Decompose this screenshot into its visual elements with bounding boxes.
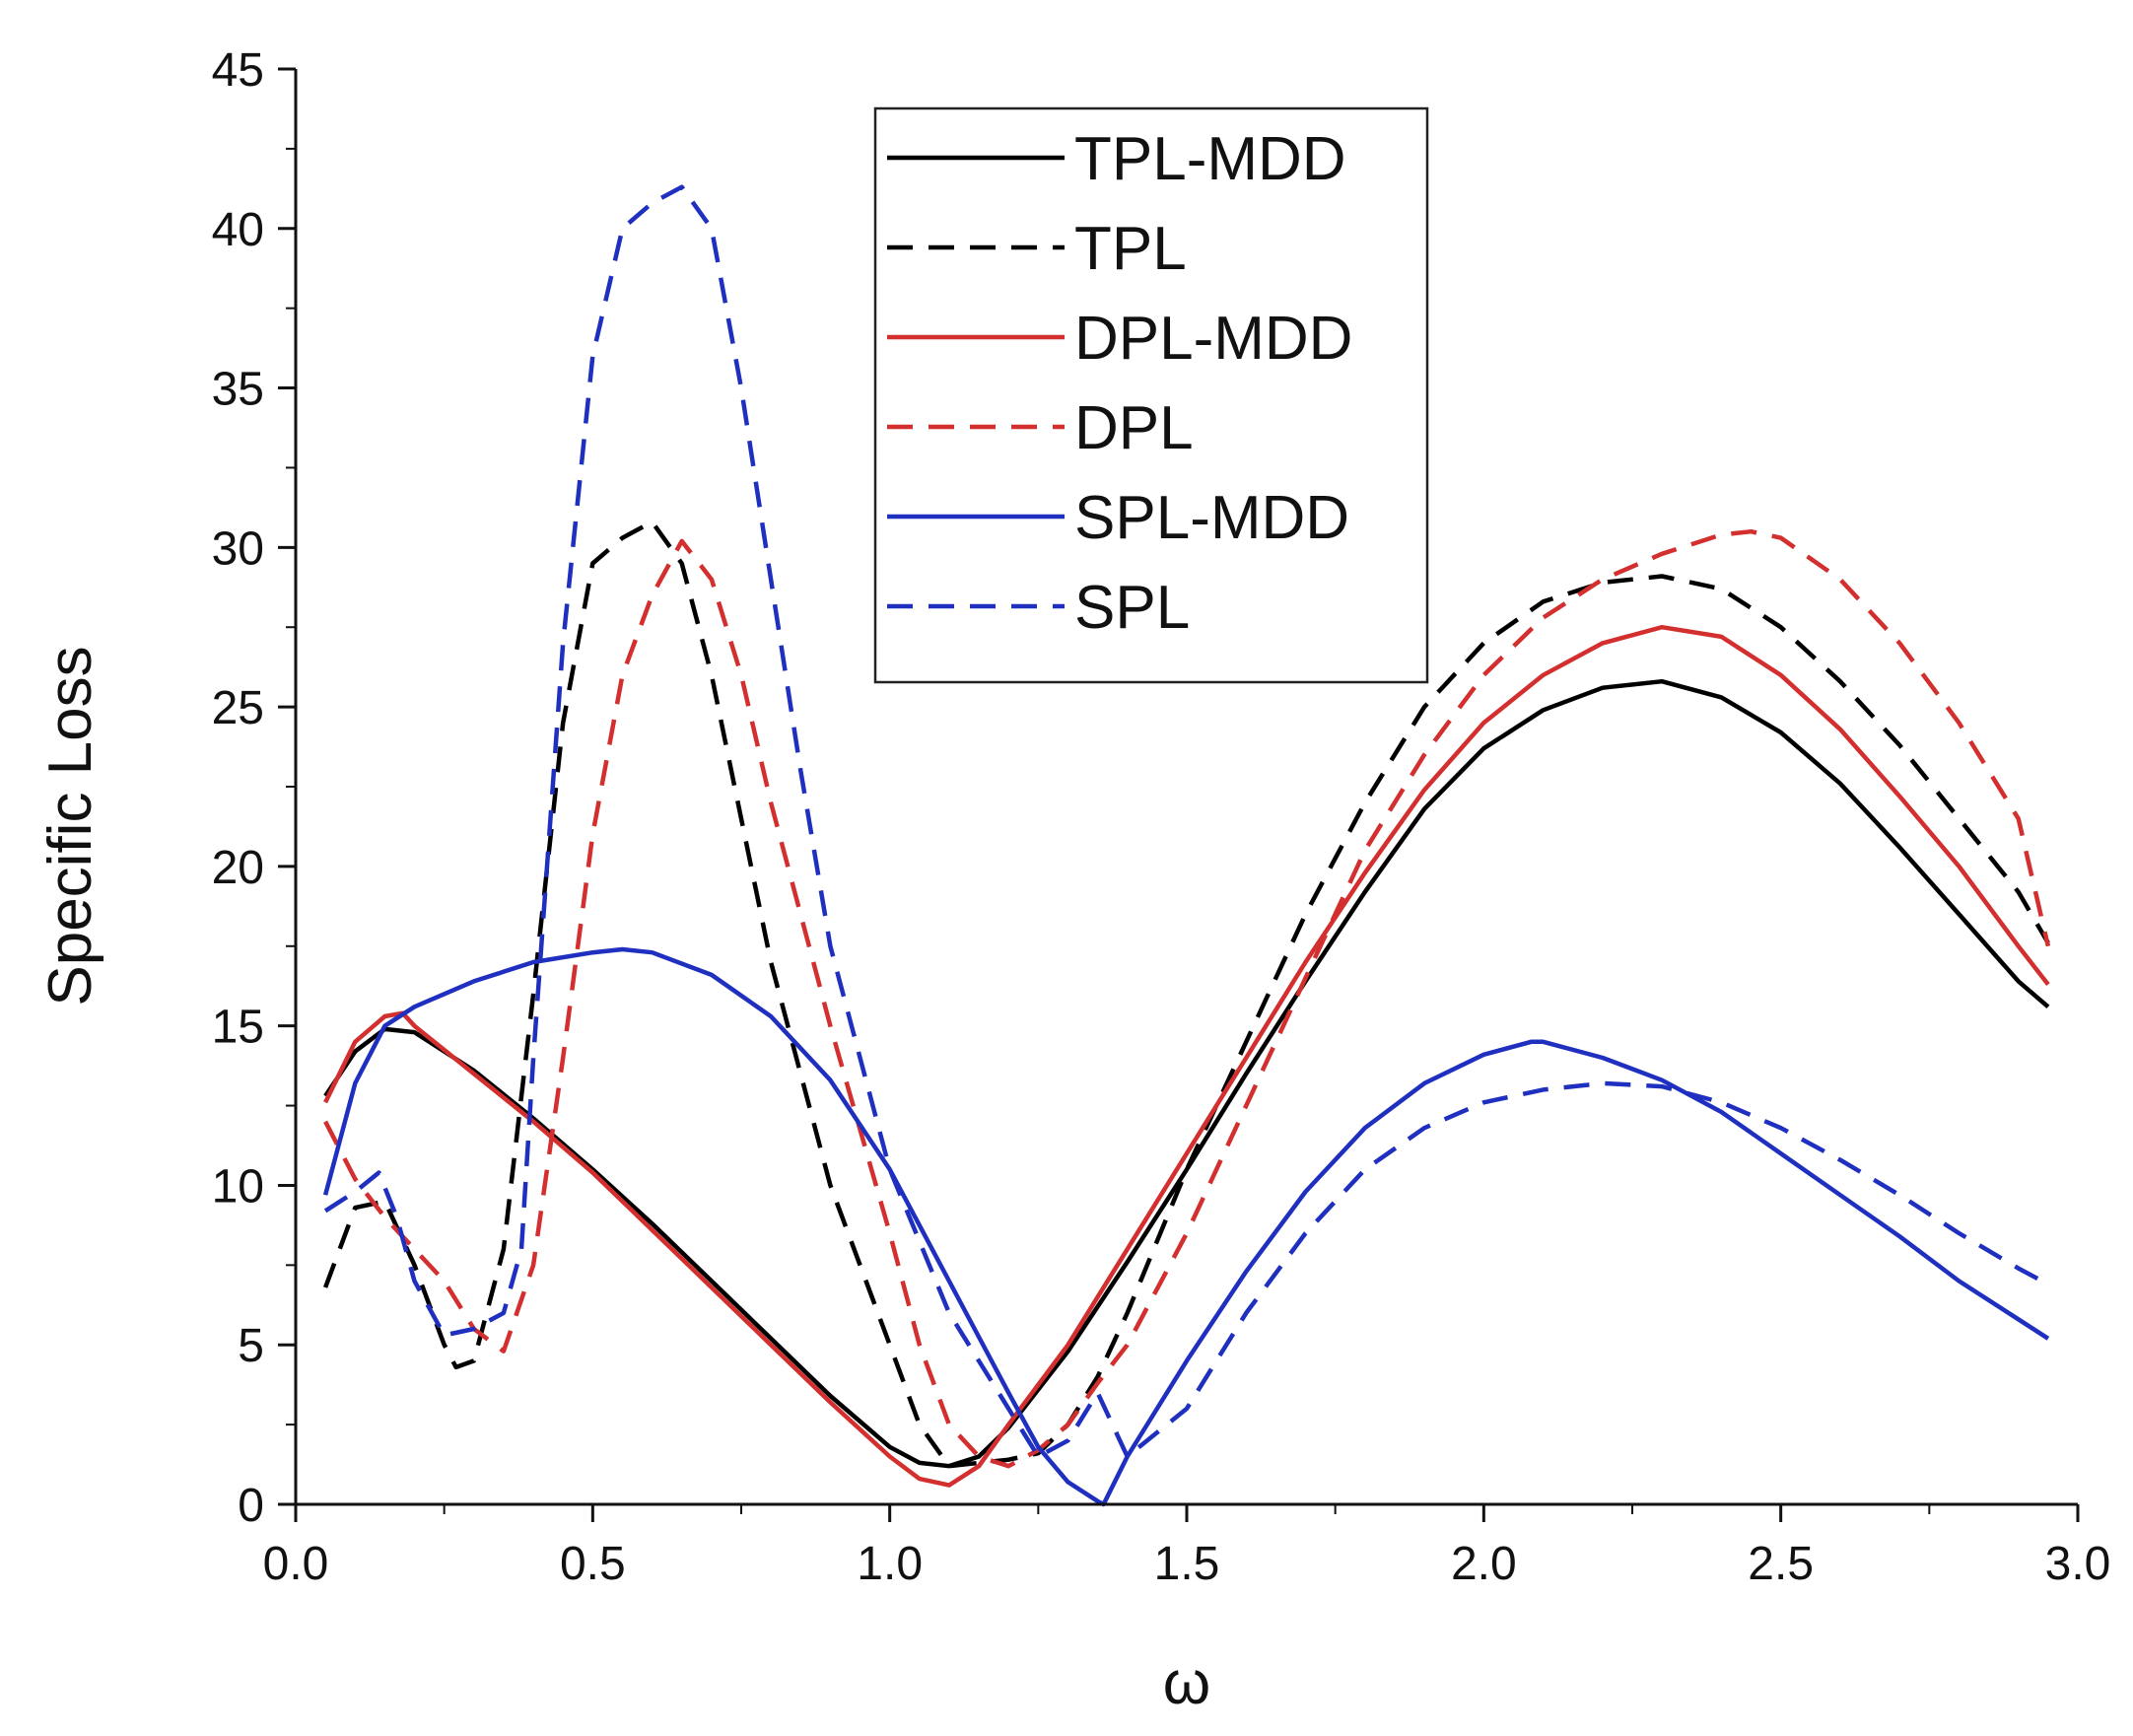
legend-label-tpl: TPL (1074, 215, 1187, 283)
y-axis-title: Specific Loss (36, 646, 104, 1006)
x-ticks: 0.0 0.5 1.0 1.5 2.0 2.5 3.0 (263, 1504, 2111, 1590)
y-tick-label: 10 (212, 1160, 264, 1213)
x-tick-label: 2.0 (1451, 1538, 1517, 1590)
legend-label-dpl-mdd: DPL-MDD (1074, 305, 1352, 373)
legend-label-spl: SPL (1074, 574, 1190, 642)
legend-box (873, 106, 1429, 684)
y-tick-label: 0 (238, 1480, 264, 1532)
legend: TPL-MDD TPL DPL-MDD DPL SPL-MDD SPL (873, 106, 1429, 684)
x-tick-label: 0.0 (263, 1538, 329, 1590)
series-line-spl-mdd (322, 946, 2050, 1507)
x-tick-label: 3.0 (2045, 1538, 2111, 1590)
x-tick-label: 2.5 (1748, 1538, 1814, 1590)
y-tick-label: 25 (212, 682, 264, 734)
series-line-spl (323, 184, 2049, 1459)
series-line-tpl-mdd (323, 678, 2050, 1469)
x-tick-label: 1.5 (1154, 1538, 1220, 1590)
series-line-tpl (322, 520, 2050, 1469)
x-tick-label: 0.5 (560, 1538, 626, 1590)
y-ticks: 0 5 10 15 20 25 30 35 40 45 (212, 44, 296, 1532)
x-axis-title: ω (1163, 1649, 1210, 1717)
legend-label-tpl-mdd: TPL-MDD (1074, 125, 1346, 193)
y-tick-label: 35 (212, 364, 264, 416)
y-tick-label: 40 (212, 204, 264, 256)
series-line-dpl (323, 528, 2051, 1469)
y-tick-label: 45 (212, 44, 264, 97)
legend-label-spl-mdd: SPL-MDD (1074, 484, 1349, 552)
legend-label-dpl: DPL (1074, 394, 1194, 462)
y-tick-label: 5 (238, 1320, 264, 1372)
y-tick-label: 15 (212, 1002, 264, 1054)
series-line-dpl-mdd (323, 624, 2050, 1488)
y-tick-label: 30 (212, 522, 264, 575)
y-tick-label: 20 (212, 842, 264, 894)
x-tick-label: 1.0 (857, 1538, 923, 1590)
